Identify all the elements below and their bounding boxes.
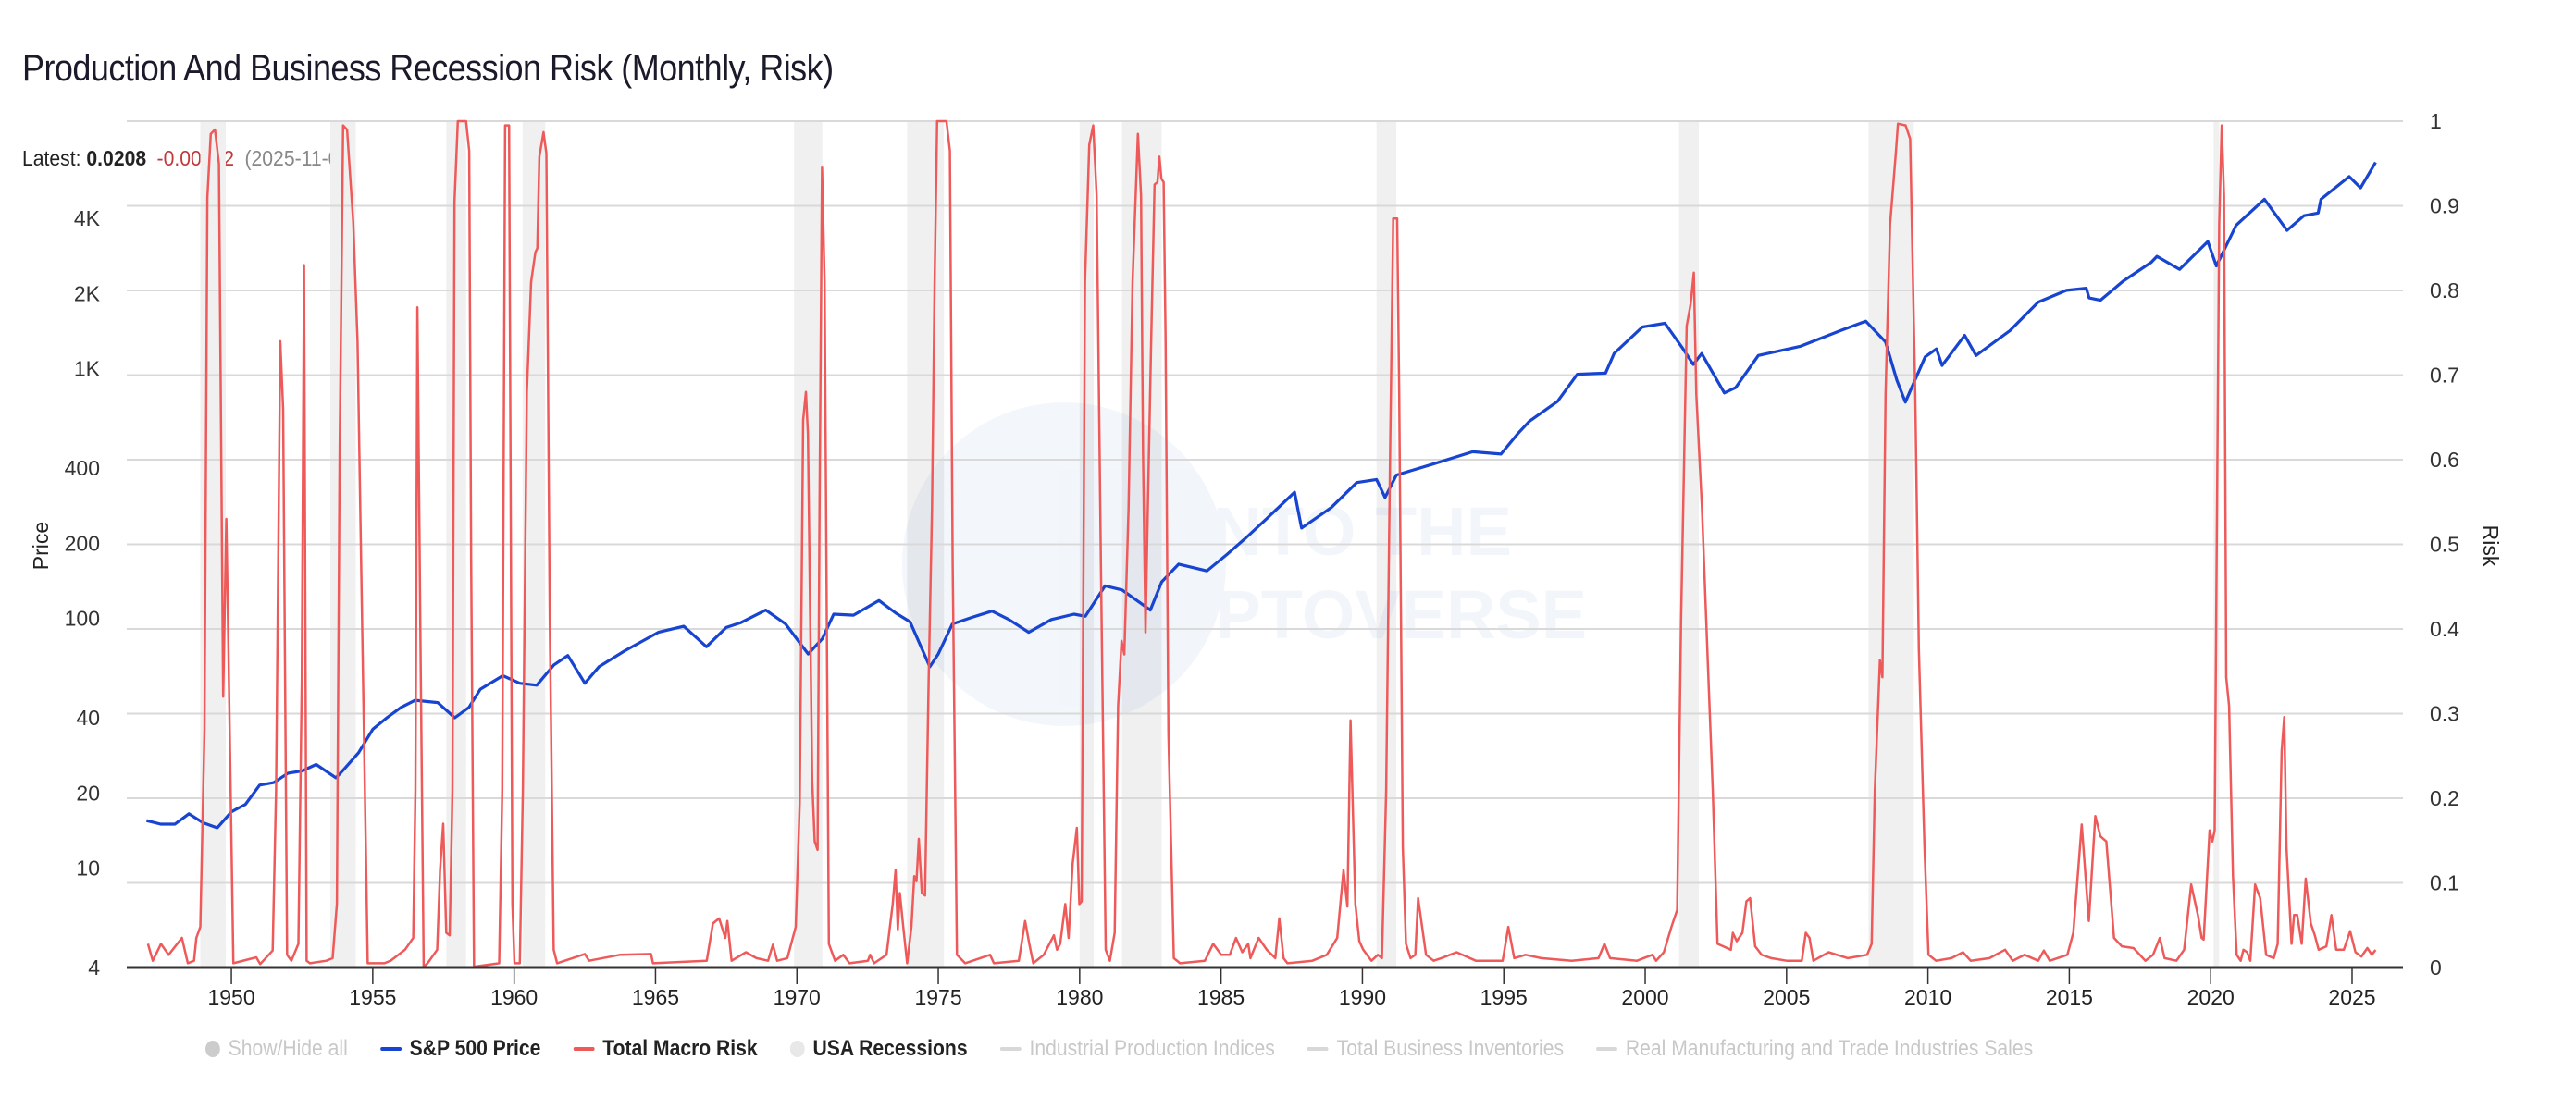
- left-axis-title: Price: [29, 522, 53, 570]
- legend: Show/Hide all S&P 500 Price Total Macro Ri…: [205, 1036, 2065, 1062]
- legend-item[interactable]: USA Recessions: [789, 1036, 968, 1062]
- x-axis-tick-label: 2020: [2187, 985, 2235, 1009]
- legend-label: Industrial Production Indices: [1029, 1036, 1275, 1061]
- left-axis-tick-label: 4K: [74, 206, 101, 230]
- watermark-logo: INTO THE CRYPTOVERSE: [902, 402, 1587, 726]
- chart-title: Production And Business Recession Risk (…: [22, 48, 834, 89]
- x-axis-tick-label: 2025: [2328, 985, 2375, 1009]
- gridlines: [127, 120, 2403, 884]
- x-axis-tick-label: 1955: [349, 985, 396, 1009]
- legend-item[interactable]: Real Manufacturing and Trade Industries …: [1596, 1036, 2033, 1062]
- legend-line-icon: [379, 1047, 402, 1051]
- right-axis-title: Risk: [2479, 525, 2503, 567]
- right-axis-tick-label: 0.9: [2430, 194, 2459, 218]
- left-axis-tick-label: 100: [65, 607, 100, 631]
- right-axis-tick-label: 0.6: [2430, 448, 2459, 472]
- right-axis-tick-label: 1: [2430, 109, 2442, 133]
- x-axis-tick-label: 1970: [774, 985, 821, 1009]
- x-axis-tick-label: 1975: [914, 985, 961, 1009]
- latest-value: 0.0208: [86, 146, 147, 170]
- x-axis-tick-label: 2010: [1904, 985, 1951, 1009]
- left-axis-tick-label: 10: [76, 857, 100, 881]
- series-lines: [146, 119, 2377, 968]
- left-axis-tick-label: 2K: [74, 281, 101, 305]
- legend-label: Total Business Inventories: [1336, 1036, 1565, 1061]
- left-axis-tick-label: 40: [76, 706, 100, 730]
- legend-line-icon: [573, 1047, 595, 1051]
- right-axis-tick-label: 0.1: [2430, 871, 2459, 895]
- x-axis-tick-label: 1990: [1339, 985, 1386, 1009]
- x-axis-tick-label: 1960: [490, 985, 538, 1009]
- x-axis-tick-label: 1980: [1056, 985, 1103, 1009]
- x-axis-tick-label: 1950: [207, 985, 254, 1009]
- legend-line-icon: [999, 1047, 1022, 1051]
- right-axis-tick-label: 0: [2430, 955, 2442, 980]
- right-axis-tick-label: 0.4: [2430, 617, 2459, 641]
- legend-label: Show/Hide all: [228, 1036, 348, 1061]
- legend-dot-icon: [205, 1041, 220, 1057]
- legend-line-icon: [1307, 1047, 1329, 1051]
- right-axis-tick-label: 0.5: [2430, 533, 2459, 557]
- legend-item[interactable]: Show/Hide all: [205, 1036, 348, 1062]
- left-axis-tick-label: 1K: [74, 357, 101, 381]
- watermark-text-2: CRYPTOVERSE: [1073, 576, 1587, 653]
- legend-item[interactable]: S&P 500 Price: [379, 1036, 541, 1062]
- x-axis-tick-label: 2005: [1763, 985, 1810, 1009]
- right-axis-tick-label: 0.8: [2430, 278, 2459, 302]
- left-axis-tick-label: 20: [76, 781, 100, 805]
- sp500-series-line: [146, 161, 2377, 830]
- legend-label: Real Manufacturing and Trade Industries …: [1625, 1036, 2034, 1061]
- watermark-text: INTO THE: [1194, 493, 1512, 570]
- latest-label: Latest:: [22, 146, 81, 170]
- axes: 0 0.1 0.2 0.3 0.4 0.5 0.6 0.7 0.8 0.9 1 4 10 20 40 100 2…: [29, 109, 2503, 1009]
- left-axis-tick-label: 400: [65, 456, 100, 480]
- left-axis-tick-label: 200: [65, 531, 100, 555]
- left-axis-tick-label: 4: [88, 955, 100, 980]
- legend-label: S&P 500 Price: [409, 1036, 541, 1061]
- legend-item[interactable]: Industrial Production Indices: [999, 1036, 1275, 1062]
- x-axis-tick-label: 2000: [1621, 985, 1668, 1009]
- legend-item[interactable]: Total Macro Risk: [573, 1036, 758, 1062]
- x-axis-tick-label: 1965: [632, 985, 679, 1009]
- right-axis-tick-label: 0.7: [2430, 364, 2459, 388]
- x-axis-tick-label: 2015: [2046, 985, 2093, 1009]
- right-axis-tick-label: 0.2: [2430, 786, 2459, 810]
- risk-series-line: [146, 119, 2377, 968]
- right-axis-tick-label: 0.3: [2430, 702, 2459, 726]
- legend-line-icon: [1596, 1047, 1618, 1051]
- legend-label: Total Macro Risk: [602, 1036, 758, 1061]
- x-axis-tick-label: 1985: [1197, 985, 1245, 1009]
- legend-label: USA Recessions: [812, 1036, 968, 1061]
- legend-item[interactable]: Total Business Inventories: [1307, 1036, 1564, 1062]
- legend-dot-icon: [789, 1041, 805, 1057]
- x-axis-tick-label: 1995: [1480, 985, 1528, 1009]
